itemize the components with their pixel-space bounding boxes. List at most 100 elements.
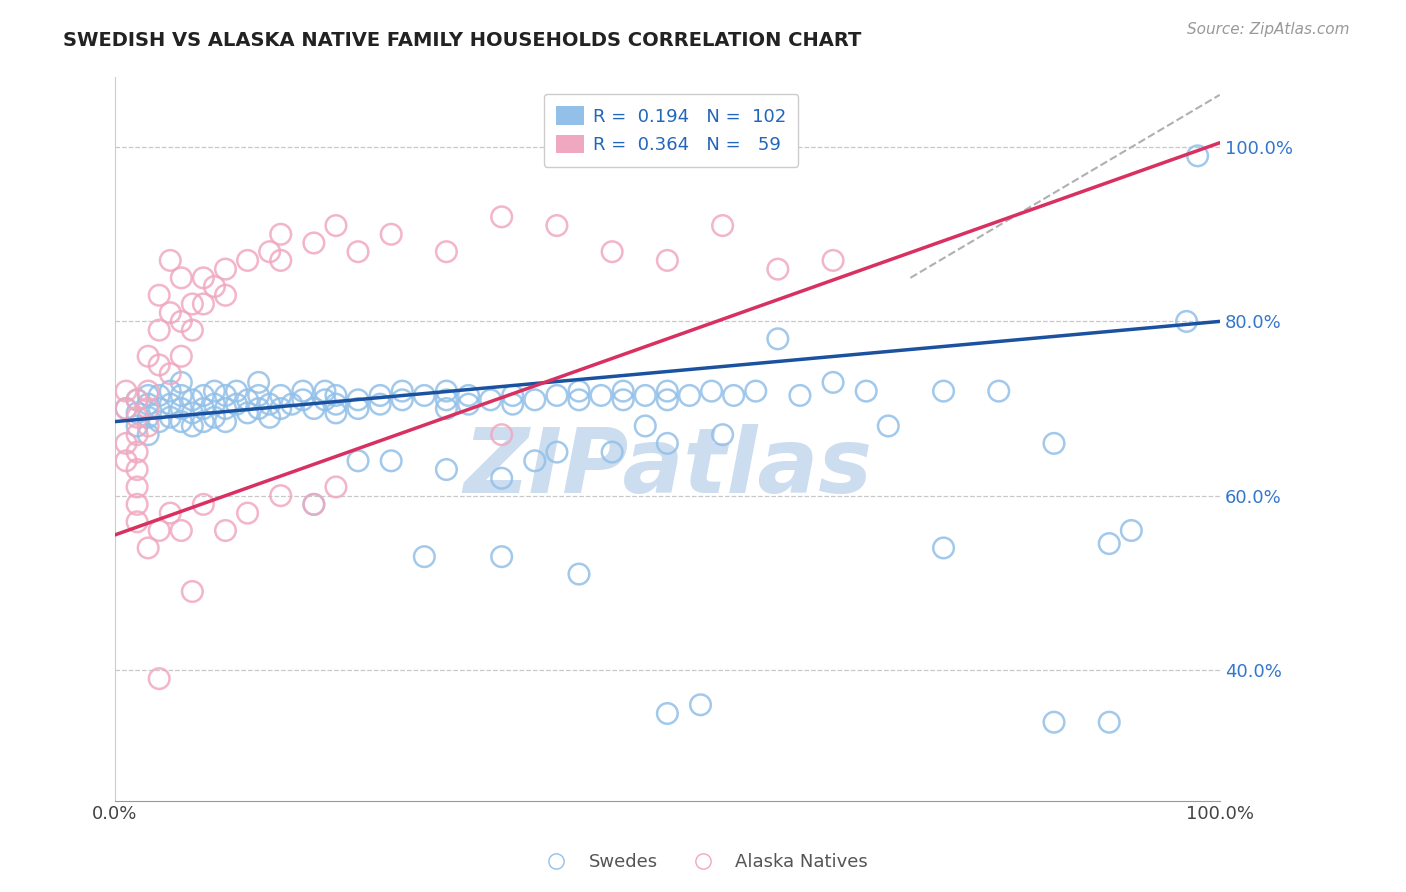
Point xyxy=(193,270,215,285)
Point xyxy=(204,397,226,411)
Point xyxy=(546,445,568,459)
Point xyxy=(136,384,159,398)
Point xyxy=(214,262,236,277)
Point xyxy=(214,401,236,416)
Point xyxy=(291,392,314,407)
Point xyxy=(170,314,193,328)
Point xyxy=(247,401,270,416)
Point xyxy=(193,415,215,429)
Point xyxy=(225,384,247,398)
Point xyxy=(657,436,679,450)
Text: Source: ZipAtlas.com: Source: ZipAtlas.com xyxy=(1187,22,1350,37)
Legend: R =  0.194   N =  102, R =  0.364   N =   59: R = 0.194 N = 102, R = 0.364 N = 59 xyxy=(544,94,799,167)
Point xyxy=(127,419,149,434)
Point xyxy=(127,515,149,529)
Point xyxy=(148,388,170,402)
Point xyxy=(523,454,546,468)
Legend: Swedes, Alaska Natives: Swedes, Alaska Natives xyxy=(530,847,876,879)
Point xyxy=(1187,149,1209,163)
Point xyxy=(766,262,789,277)
Point xyxy=(291,384,314,398)
Point xyxy=(491,471,513,485)
Point xyxy=(127,392,149,407)
Point xyxy=(711,219,734,233)
Point xyxy=(193,401,215,416)
Point xyxy=(204,384,226,398)
Text: ZIPatlas: ZIPatlas xyxy=(463,424,872,512)
Point xyxy=(391,392,413,407)
Point xyxy=(457,388,479,402)
Point xyxy=(115,436,138,450)
Point xyxy=(159,306,181,320)
Point xyxy=(259,244,281,259)
Point xyxy=(436,384,458,398)
Point xyxy=(457,397,479,411)
Point xyxy=(723,388,745,402)
Point xyxy=(159,384,181,398)
Point xyxy=(159,506,181,520)
Point xyxy=(436,401,458,416)
Point xyxy=(600,244,623,259)
Point xyxy=(148,524,170,538)
Point xyxy=(1043,715,1066,730)
Point xyxy=(214,288,236,302)
Point xyxy=(247,388,270,402)
Point xyxy=(325,397,347,411)
Point xyxy=(127,480,149,494)
Point xyxy=(612,392,634,407)
Point xyxy=(855,384,877,398)
Point xyxy=(259,397,281,411)
Point xyxy=(115,401,138,416)
Point xyxy=(236,392,259,407)
Point xyxy=(877,419,900,434)
Point xyxy=(932,541,955,555)
Point xyxy=(181,406,204,420)
Point xyxy=(302,497,325,511)
Point xyxy=(159,367,181,381)
Point xyxy=(634,419,657,434)
Point xyxy=(523,392,546,407)
Text: SWEDISH VS ALASKA NATIVE FAMILY HOUSEHOLDS CORRELATION CHART: SWEDISH VS ALASKA NATIVE FAMILY HOUSEHOL… xyxy=(63,31,862,50)
Point xyxy=(789,388,811,402)
Point xyxy=(1098,715,1121,730)
Point xyxy=(204,279,226,293)
Point xyxy=(932,384,955,398)
Point xyxy=(678,388,700,402)
Point xyxy=(214,388,236,402)
Point xyxy=(302,497,325,511)
Point xyxy=(127,462,149,476)
Point xyxy=(502,388,524,402)
Point xyxy=(127,410,149,425)
Point xyxy=(214,524,236,538)
Point xyxy=(325,480,347,494)
Point xyxy=(281,397,304,411)
Point xyxy=(479,392,502,407)
Point xyxy=(170,415,193,429)
Point xyxy=(170,401,193,416)
Point xyxy=(657,384,679,398)
Point xyxy=(270,489,292,503)
Point xyxy=(711,427,734,442)
Point xyxy=(657,253,679,268)
Point xyxy=(236,406,259,420)
Point xyxy=(193,388,215,402)
Point xyxy=(236,506,259,520)
Point xyxy=(314,384,336,398)
Point xyxy=(612,384,634,398)
Point xyxy=(823,376,845,390)
Point xyxy=(568,392,591,407)
Point xyxy=(214,415,236,429)
Point xyxy=(159,253,181,268)
Point xyxy=(380,227,402,242)
Point xyxy=(181,392,204,407)
Point xyxy=(1098,536,1121,550)
Point xyxy=(380,454,402,468)
Point xyxy=(136,388,159,402)
Point xyxy=(204,410,226,425)
Point xyxy=(436,244,458,259)
Point xyxy=(259,410,281,425)
Point xyxy=(1043,436,1066,450)
Point xyxy=(368,388,391,402)
Point xyxy=(568,567,591,582)
Point xyxy=(170,524,193,538)
